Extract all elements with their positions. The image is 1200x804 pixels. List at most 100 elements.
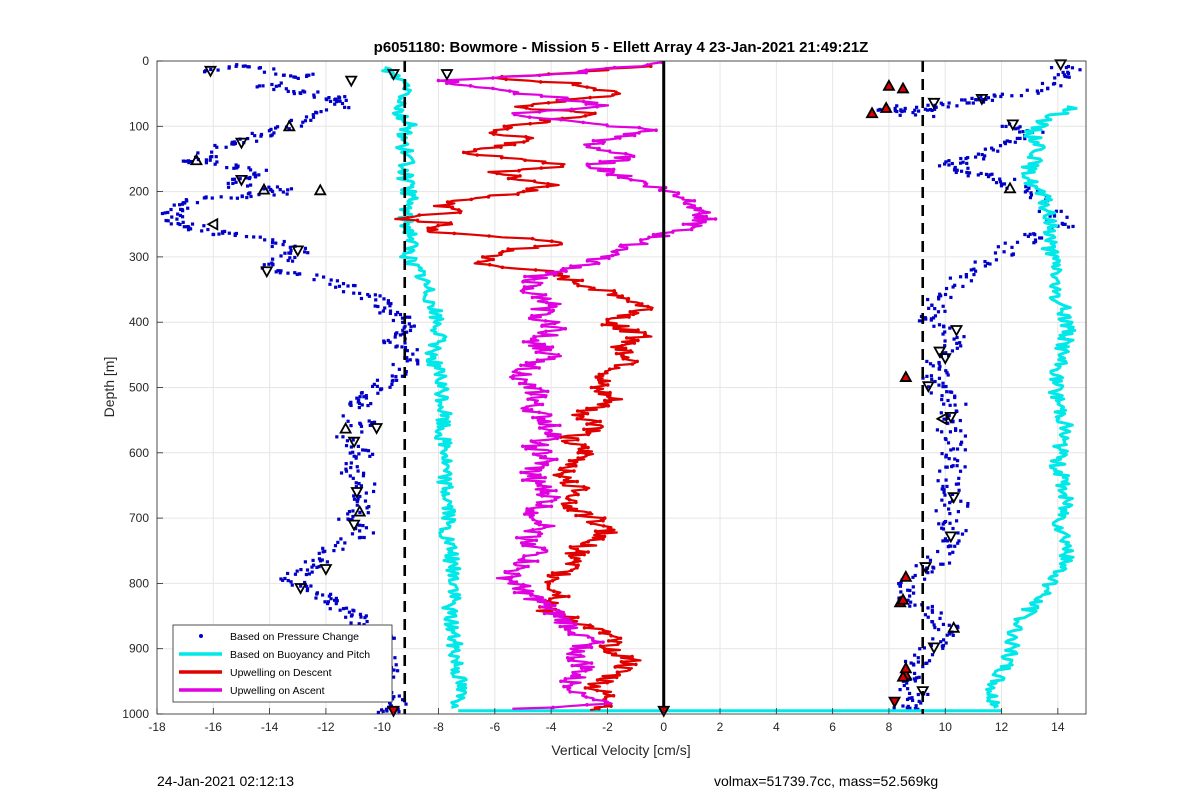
pressure-change-point — [299, 584, 303, 588]
pressure-change-point — [913, 573, 917, 578]
upwelling-ascent-marker — [512, 112, 517, 117]
upwelling-ascent-marker — [531, 528, 535, 532]
triangle-down-marker — [386, 69, 401, 81]
pressure-change-point — [202, 224, 206, 228]
pressure-change-point — [943, 537, 948, 541]
upwelling-ascent-marker — [503, 569, 508, 574]
pressure-change-point — [278, 271, 282, 275]
upwelling-descent-marker — [582, 552, 586, 557]
pressure-change-point — [257, 193, 261, 197]
upwelling-ascent-marker — [590, 637, 595, 642]
pressure-change-point — [943, 309, 947, 313]
pressure-change-point — [204, 195, 208, 199]
reference-lines-layer — [403, 61, 925, 714]
upwelling-ascent-marker — [530, 295, 535, 300]
pressure-change-point — [277, 84, 281, 88]
triangle-up-marker — [353, 504, 367, 517]
upwelling-descent-marker — [563, 440, 568, 445]
upwelling-ascent-marker — [559, 679, 563, 684]
pressure-change-point — [930, 620, 934, 624]
upwelling-descent-marker — [572, 469, 576, 473]
upwelling-ascent-marker — [689, 227, 694, 232]
pressure-change-point — [966, 166, 970, 170]
upwelling-ascent-marker — [537, 73, 542, 78]
pressure-change-point — [941, 381, 945, 385]
upwelling-descent-marker — [583, 686, 588, 690]
upwelling-ascent-marker — [619, 243, 623, 247]
upwelling-ascent-marker — [524, 360, 529, 365]
triangle-up-marker — [313, 183, 327, 196]
upwelling-descent-marker — [630, 657, 635, 661]
pressure-change-point — [938, 616, 942, 621]
pressure-change-point — [916, 656, 920, 660]
upwelling-descent-marker — [594, 375, 599, 379]
pressure-change-point — [953, 457, 957, 461]
upwelling-descent-marker — [561, 482, 566, 486]
pressure-change-point — [352, 454, 356, 458]
pressure-change-point — [341, 290, 346, 294]
pressure-change-point — [931, 364, 935, 368]
triangle-down-marker — [921, 381, 935, 394]
upwelling-descent-marker — [552, 589, 556, 594]
upwelling-descent-layer — [394, 64, 654, 712]
pressure-change-point — [1065, 215, 1069, 219]
pressure-change-point — [224, 145, 228, 149]
upwelling-ascent-marker — [543, 454, 548, 459]
pressure-change-point — [1041, 130, 1045, 134]
pressure-change-point — [926, 615, 930, 619]
pressure-change-point — [327, 594, 331, 598]
upwelling-descent-marker — [500, 265, 505, 270]
upwelling-descent-marker — [582, 626, 587, 630]
pressure-change-point — [956, 541, 960, 545]
pressure-change-point — [274, 84, 278, 88]
pressure-change-point — [416, 359, 420, 363]
pressure-change-point — [954, 482, 959, 486]
upwelling-ascent-marker — [587, 144, 591, 148]
pressure-change-point — [354, 485, 358, 489]
upwelling-ascent-marker — [692, 204, 697, 208]
pressure-change-point — [359, 391, 364, 395]
upwelling-ascent-marker — [547, 355, 552, 360]
upwelling-ascent-marker — [554, 272, 558, 276]
pressure-change-point — [944, 478, 948, 482]
pressure-change-point — [364, 394, 368, 398]
pressure-change-point — [359, 296, 364, 301]
pressure-change-point — [347, 610, 351, 614]
pressure-change-point — [947, 101, 951, 105]
pressure-change-point — [289, 187, 294, 191]
pressure-change-point — [388, 311, 393, 315]
upwelling-ascent-marker — [566, 616, 570, 621]
upwelling-ascent-marker — [554, 488, 558, 493]
pressure-change-point — [405, 356, 409, 360]
pressure-change-point — [210, 150, 214, 154]
pressure-change-point — [398, 312, 403, 317]
upwelling-ascent-marker — [537, 366, 541, 370]
upwelling-descent-marker — [606, 526, 611, 531]
triangle-down-marker — [234, 137, 248, 150]
pressure-change-point — [991, 148, 995, 152]
x-tick-label: 0 — [660, 720, 667, 734]
pressure-change-point — [226, 185, 231, 189]
pressure-change-point — [327, 96, 331, 100]
pressure-change-point — [303, 90, 307, 94]
upwelling-ascent-marker — [559, 117, 563, 122]
pressure-change-point — [332, 549, 336, 553]
pressure-change-point — [402, 326, 406, 330]
triangle-down-marker — [291, 245, 305, 258]
pressure-change-point — [369, 402, 373, 406]
pressure-change-point — [241, 64, 245, 68]
pressure-change-point — [297, 272, 301, 276]
pressure-change-point — [346, 284, 350, 288]
pressure-change-point — [290, 583, 294, 587]
upwelling-ascent-marker — [527, 316, 532, 321]
upwelling-ascent-marker — [521, 287, 526, 292]
upwelling-ascent-marker — [549, 504, 554, 509]
pressure-change-point — [952, 168, 957, 172]
pressure-change-point — [353, 284, 357, 288]
pressure-change-point — [397, 694, 401, 698]
upwelling-ascent-marker — [581, 99, 586, 104]
upwelling-ascent-marker — [574, 622, 578, 626]
pressure-change-point — [270, 241, 275, 245]
pressure-change-point — [329, 597, 333, 601]
upwelling-ascent-marker — [537, 110, 542, 114]
